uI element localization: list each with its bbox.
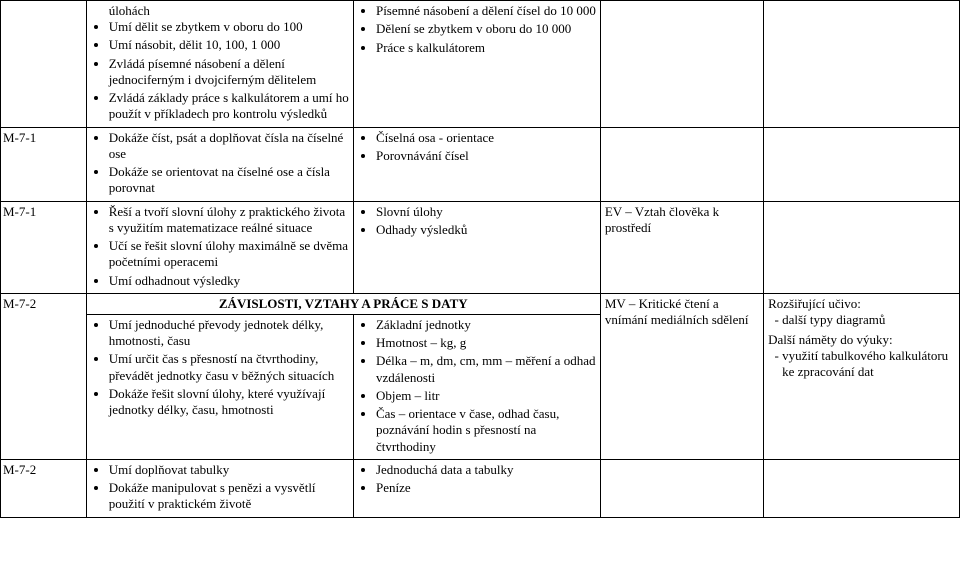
list-item: Umí určit čas s přesností na čtvrthodiny…: [109, 351, 349, 384]
list-item: Peníze: [376, 480, 596, 496]
list-item: Odhady výsledků: [376, 222, 596, 238]
list-item: Učí se řešit slovní úlohy maximálně se d…: [109, 238, 349, 271]
list-item: Čas – orientace v čase, odhad času, pozn…: [376, 406, 596, 455]
cell-content: Slovní úlohy Odhady výsledků: [353, 201, 600, 293]
cell-outcomes: Umí jednoduché převody jednotek délky, h…: [86, 314, 353, 459]
list-item: Jednoduchá data a tabulky: [376, 462, 596, 478]
bullet-list: Základní jednotky Hmotnost – kg, g Délka…: [358, 317, 596, 455]
table-row: M-7-2 Umí doplňovat tabulky Dokáže manip…: [1, 459, 960, 517]
list-item: Umí dělit se zbytkem v oboru do 100: [109, 19, 349, 35]
row-code: [1, 1, 87, 128]
cell-content: Jednoduchá data a tabulky Peníze: [353, 459, 600, 517]
list-item: Zvládá základy práce s kalkulátorem a um…: [109, 90, 349, 123]
cell-notes: [764, 201, 960, 293]
section-row: M-7-2 ZÁVISLOSTI, VZTAHY A PRÁCE S DATY …: [1, 293, 960, 314]
bullet-list: Jednoduchá data a tabulky Peníze: [358, 462, 596, 497]
section-title: ZÁVISLOSTI, VZTAHY A PRÁCE S DATY: [86, 293, 600, 314]
row-code: M-7-1: [1, 127, 87, 201]
list-item: Dělení se zbytkem v oboru do 10 000: [376, 21, 596, 37]
cell-cross: [600, 459, 763, 517]
cell-cross: [600, 1, 763, 128]
list-item: Umí násobit, dělit 10, 100, 1 000: [109, 37, 349, 53]
list-item: Řeší a tvoří slovní úlohy z praktického …: [109, 204, 349, 237]
bullet-list: Umí doplňovat tabulky Dokáže manipulovat…: [91, 462, 349, 513]
list-item: úlohách: [91, 3, 349, 19]
list-item: Práce s kalkulátorem: [376, 40, 596, 56]
bullet-list: Dokáže číst, psát a doplňovat čísla na č…: [91, 130, 349, 197]
list-item: Dokáže manipulovat s penězi a vysvětlí p…: [109, 480, 349, 513]
bullet-list: Umí jednoduché převody jednotek délky, h…: [91, 317, 349, 419]
bullet-list: Umí dělit se zbytkem v oboru do 100 Umí …: [91, 19, 349, 123]
list-item: Dokáže řešit slovní úlohy, které využíva…: [109, 386, 349, 419]
list-item: Dokáže číst, psát a doplňovat čísla na č…: [109, 130, 349, 163]
cell-content: Písemné násobení a dělení čísel do 10 00…: [353, 1, 600, 128]
row-code: M-7-2: [1, 459, 87, 517]
table-row: úlohách Umí dělit se zbytkem v oboru do …: [1, 1, 960, 128]
list-item: Objem – litr: [376, 388, 596, 404]
table-row: M-7-1 Řeší a tvoří slovní úlohy z prakti…: [1, 201, 960, 293]
cell-content: Číselná osa - orientace Porovnávání číse…: [353, 127, 600, 201]
bullet-list: Slovní úlohy Odhady výsledků: [358, 204, 596, 239]
cell-notes: Rozšiřující učivo: další typy diagramů D…: [764, 293, 960, 459]
cell-outcomes: Řeší a tvoří slovní úlohy z praktického …: [86, 201, 353, 293]
list-item: Umí doplňovat tabulky: [109, 462, 349, 478]
list-item: Délka – m, dm, cm, mm – měření a odhad v…: [376, 353, 596, 386]
list-item: Číselná osa - orientace: [376, 130, 596, 146]
cell-outcomes: Dokáže číst, psát a doplňovat čísla na č…: [86, 127, 353, 201]
cell-notes: [764, 127, 960, 201]
bullet-list: Číselná osa - orientace Porovnávání číse…: [358, 130, 596, 165]
list-item: Dokáže se orientovat na číselné ose a čí…: [109, 164, 349, 197]
row-code: M-7-1: [1, 201, 87, 293]
dash-list: využití tabulkového kalkulátoru ke zprac…: [768, 348, 955, 381]
bullet-list: Písemné násobení a dělení čísel do 10 00…: [358, 3, 596, 56]
list-item: Písemné násobení a dělení čísel do 10 00…: [376, 3, 596, 19]
notes-heading: Další náměty do výuky:: [768, 332, 955, 348]
cell-outcomes: Umí doplňovat tabulky Dokáže manipulovat…: [86, 459, 353, 517]
cell-cross: EV – Vztah člověka k prostředí: [600, 201, 763, 293]
list-item: Umí jednoduché převody jednotek délky, h…: [109, 317, 349, 350]
list-item: Porovnávání čísel: [376, 148, 596, 164]
cell-outcomes: úlohách Umí dělit se zbytkem v oboru do …: [86, 1, 353, 128]
row-code: M-7-2: [1, 293, 87, 459]
dash-list: další typy diagramů: [768, 312, 955, 328]
list-item: Hmotnost – kg, g: [376, 335, 596, 351]
curriculum-table: úlohách Umí dělit se zbytkem v oboru do …: [0, 0, 960, 518]
table-row: M-7-1 Dokáže číst, psát a doplňovat čísl…: [1, 127, 960, 201]
cell-notes: [764, 1, 960, 128]
list-item: Zvládá písemné násobení a dělení jednoci…: [109, 56, 349, 89]
bullet-list: Řeší a tvoří slovní úlohy z praktického …: [91, 204, 349, 289]
list-item: Slovní úlohy: [376, 204, 596, 220]
cell-cross: [600, 127, 763, 201]
list-item: využití tabulkového kalkulátoru ke zprac…: [782, 348, 955, 381]
list-item: další typy diagramů: [782, 312, 955, 328]
cell-cross: MV – Kritické čtení a vnímání mediálních…: [600, 293, 763, 459]
cell-notes: [764, 459, 960, 517]
notes-heading: Rozšiřující učivo:: [768, 296, 955, 312]
cell-content: Základní jednotky Hmotnost – kg, g Délka…: [353, 314, 600, 459]
list-item: Základní jednotky: [376, 317, 596, 333]
list-item: Umí odhadnout výsledky: [109, 273, 349, 289]
